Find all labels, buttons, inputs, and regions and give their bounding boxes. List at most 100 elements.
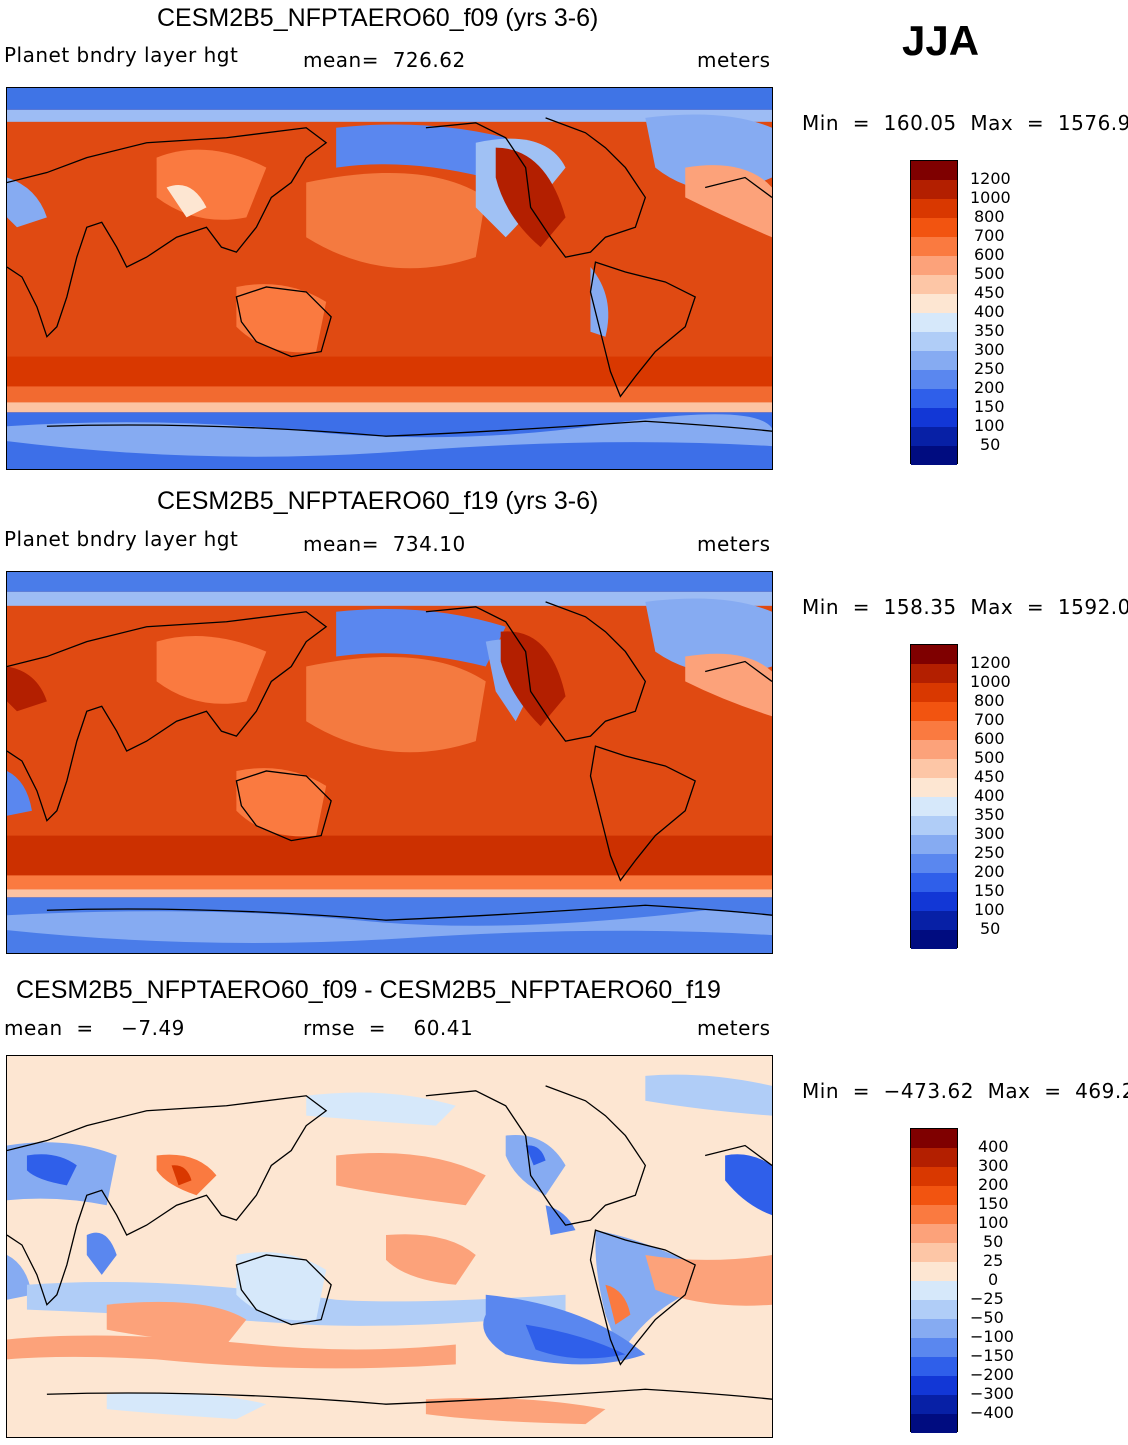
colorbar2-swatch bbox=[911, 721, 957, 740]
colorbar3-label: 50 bbox=[983, 1232, 1004, 1251]
colorbar1-label: 400 bbox=[974, 302, 1005, 321]
colorbar1-swatch bbox=[911, 332, 957, 351]
colorbar1-label: 1000 bbox=[970, 188, 1011, 207]
panel2-map bbox=[6, 571, 773, 954]
colorbar3-swatch bbox=[911, 1300, 957, 1319]
colorbar1-label: 100 bbox=[974, 416, 1005, 435]
colorbar2-swatch bbox=[911, 797, 957, 816]
colorbar2-label: 300 bbox=[974, 824, 1005, 843]
colorbar2-label: 500 bbox=[974, 748, 1005, 767]
colorbar1-label: 350 bbox=[974, 321, 1005, 340]
colorbar2-label: 600 bbox=[974, 729, 1005, 748]
colorbar2-swatch bbox=[911, 911, 957, 930]
panel1-units: meters bbox=[697, 48, 771, 72]
colorbar1-label: 150 bbox=[974, 397, 1005, 416]
colorbar2-label: 1000 bbox=[970, 672, 1011, 691]
colorbar2-label: 200 bbox=[974, 862, 1005, 881]
colorbar1-swatch bbox=[911, 199, 957, 218]
colorbar1-label: 50 bbox=[980, 435, 1001, 454]
colorbar3-swatch bbox=[911, 1376, 957, 1395]
panel3-map-svg bbox=[7, 1056, 772, 1437]
colorbar1-label: 600 bbox=[974, 245, 1005, 264]
panel2-mean: mean= 734.10 bbox=[303, 532, 466, 556]
colorbar2-swatch bbox=[911, 816, 957, 835]
colorbar3-label: −150 bbox=[970, 1346, 1014, 1365]
colorbar2-swatch bbox=[911, 892, 957, 911]
colorbar1-label: 450 bbox=[974, 283, 1005, 302]
panel2-map-svg bbox=[7, 572, 772, 953]
colorbar2-label: 700 bbox=[974, 710, 1005, 729]
colorbar1-swatch bbox=[911, 427, 957, 446]
panel1-colorbar bbox=[910, 160, 958, 465]
panel2-units: meters bbox=[697, 532, 771, 556]
colorbar3-swatch bbox=[911, 1414, 957, 1433]
colorbar3-label: 200 bbox=[978, 1175, 1009, 1194]
panel3-rmse: rmse = 60.41 bbox=[303, 1016, 474, 1040]
colorbar1-label: 800 bbox=[974, 207, 1005, 226]
colorbar3-swatch bbox=[911, 1338, 957, 1357]
panel2-minmax: Min = 158.35 Max = 1592.05 bbox=[802, 595, 1128, 619]
colorbar2-swatch bbox=[911, 759, 957, 778]
colorbar2-label: 1200 bbox=[970, 653, 1011, 672]
season-label: JJA bbox=[902, 17, 980, 64]
colorbar2-label: 50 bbox=[980, 919, 1001, 938]
colorbar2-swatch bbox=[911, 683, 957, 702]
colorbar1-swatch bbox=[911, 294, 957, 313]
panel3-title: CESM2B5_NFPTAERO60_f09 - CESM2B5_NFPTAER… bbox=[16, 976, 721, 1004]
colorbar3-swatch bbox=[911, 1205, 957, 1224]
colorbar1-label: 300 bbox=[974, 340, 1005, 359]
colorbar3-label: 100 bbox=[978, 1213, 1009, 1232]
colorbar2-swatch bbox=[911, 854, 957, 873]
panel2-variable: Planet bndry layer hgt bbox=[4, 527, 239, 551]
colorbar2-swatch bbox=[911, 645, 957, 664]
colorbar1-label: 200 bbox=[974, 378, 1005, 397]
panel3-map bbox=[6, 1055, 773, 1438]
colorbar3-label: −400 bbox=[970, 1403, 1014, 1422]
panel3-mean: mean = −7.49 bbox=[4, 1016, 185, 1040]
colorbar3-swatch bbox=[911, 1281, 957, 1300]
colorbar3-label: 25 bbox=[983, 1251, 1004, 1270]
colorbar2-label: 350 bbox=[974, 805, 1005, 824]
colorbar1-swatch bbox=[911, 351, 957, 370]
colorbar2-swatch bbox=[911, 930, 957, 949]
colorbar3-label: −50 bbox=[970, 1308, 1004, 1327]
colorbar3-label: −100 bbox=[970, 1327, 1014, 1346]
colorbar1-label: 700 bbox=[974, 226, 1005, 245]
colorbar1-swatch bbox=[911, 408, 957, 427]
colorbar3-label: 300 bbox=[978, 1156, 1009, 1175]
colorbar2-label: 250 bbox=[974, 843, 1005, 862]
colorbar3-label: 400 bbox=[978, 1137, 1009, 1156]
colorbar3-swatch bbox=[911, 1224, 957, 1243]
colorbar3-swatch bbox=[911, 1243, 957, 1262]
colorbar3-swatch bbox=[911, 1148, 957, 1167]
colorbar1-swatch bbox=[911, 161, 957, 180]
colorbar1-swatch bbox=[911, 446, 957, 465]
colorbar1-label: 250 bbox=[974, 359, 1005, 378]
colorbar1-swatch bbox=[911, 389, 957, 408]
panel1-minmax: Min = 160.05 Max = 1576.92 bbox=[802, 111, 1128, 135]
colorbar3-label: −300 bbox=[970, 1384, 1014, 1403]
colorbar3-swatch bbox=[911, 1395, 957, 1414]
panel2-colorbar bbox=[910, 644, 958, 949]
panel1-map-svg bbox=[7, 88, 772, 469]
colorbar2-label: 800 bbox=[974, 691, 1005, 710]
colorbar1-swatch bbox=[911, 218, 957, 237]
colorbar2-label: 400 bbox=[974, 786, 1005, 805]
colorbar2-swatch bbox=[911, 702, 957, 721]
colorbar2-swatch bbox=[911, 778, 957, 797]
colorbar2-label: 150 bbox=[974, 881, 1005, 900]
panel3-minmax: Min = −473.62 Max = 469.24 bbox=[802, 1079, 1128, 1103]
colorbar1-swatch bbox=[911, 370, 957, 389]
colorbar2-swatch bbox=[911, 740, 957, 759]
colorbar3-swatch bbox=[911, 1319, 957, 1338]
colorbar3-label: −200 bbox=[970, 1365, 1014, 1384]
colorbar2-swatch bbox=[911, 835, 957, 854]
colorbar3-label: 150 bbox=[978, 1194, 1009, 1213]
colorbar1-label: 1200 bbox=[970, 169, 1011, 188]
colorbar1-label: 500 bbox=[974, 264, 1005, 283]
colorbar1-swatch bbox=[911, 275, 957, 294]
colorbar2-label: 450 bbox=[974, 767, 1005, 786]
colorbar2-swatch bbox=[911, 664, 957, 683]
panel1-variable: Planet bndry layer hgt bbox=[4, 43, 239, 67]
panel1-title: CESM2B5_NFPTAERO60_f09 (yrs 3-6) bbox=[157, 4, 599, 32]
